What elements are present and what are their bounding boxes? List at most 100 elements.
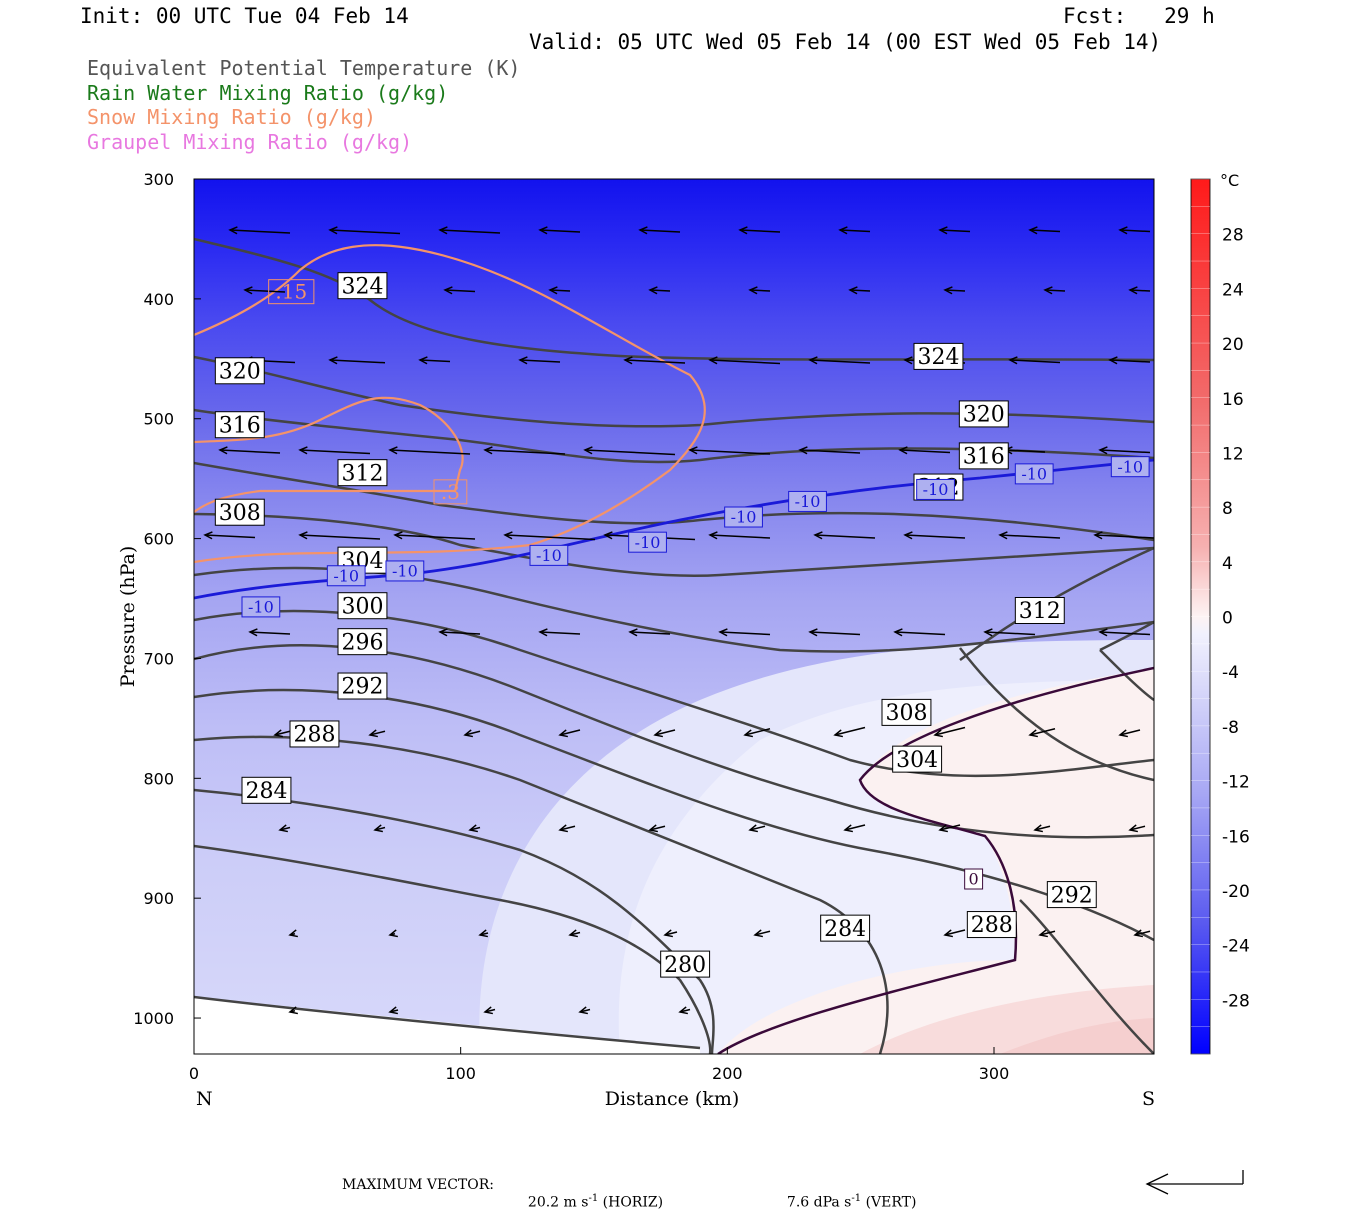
wind-vector-head [983, 628, 993, 637]
wind-vector [639, 229, 681, 233]
wind-vector-head [438, 628, 448, 637]
wind-vector-head [298, 446, 308, 455]
wind-vector [834, 726, 866, 736]
wind-vector [1109, 359, 1151, 363]
isotherm-label-box [964, 868, 984, 890]
colorbar-tick-label: 16 [1222, 390, 1244, 410]
wind-vector-head [298, 531, 308, 540]
wind-vector-head [228, 226, 238, 235]
wind-vector-head [328, 226, 338, 235]
wind-vector [549, 289, 571, 292]
wind-vector [419, 359, 451, 363]
isotherm-label: -10 [731, 508, 757, 527]
theta-e-line [1099, 620, 1154, 652]
wind-vector [749, 825, 766, 831]
wind-vector-head [463, 729, 473, 738]
wind-vector [744, 728, 771, 736]
theta-e-label-box [1014, 597, 1065, 625]
wind-vector [484, 449, 566, 455]
wind-vector-head [1128, 286, 1138, 295]
theta-e-label: 284 [245, 779, 287, 804]
colorbar-tick-label: -20 [1222, 882, 1250, 902]
y-axis-title: Pressure (hPa) [117, 546, 139, 688]
theta-e-label-box [337, 672, 388, 700]
wind-vector-head [898, 446, 908, 455]
wind-vector-head [603, 531, 613, 540]
init-time: Init: 00 UTC Tue 04 Feb 14 [80, 4, 409, 28]
wind-vector [904, 534, 966, 539]
wind-vector-head [388, 1006, 398, 1015]
theta-e-label: 304 [896, 748, 938, 773]
isotherm-label: -10 [795, 492, 821, 511]
wind-vector-head [1008, 356, 1018, 365]
theta-e-label: 288 [293, 723, 335, 748]
wind-vector [504, 534, 596, 541]
snow-label-box [268, 279, 315, 305]
wind-vector-head [663, 929, 673, 938]
wind-vector [559, 825, 576, 831]
wind-vector [1009, 359, 1061, 364]
wind-vector [439, 631, 481, 635]
theta-e-label-box [337, 628, 388, 656]
theta-e-line [194, 995, 701, 1050]
wind-vector-head [688, 446, 698, 455]
theta-e-label: 312 [341, 461, 383, 486]
theta-e-line [194, 461, 1154, 542]
wind-vector-head [538, 628, 548, 637]
isotherm-label: -10 [923, 480, 949, 499]
theta-e-label-box [958, 442, 1009, 470]
wind-vector-head [388, 446, 398, 455]
snow-line [194, 396, 464, 513]
wind-vector-head [628, 628, 638, 637]
colorbar-tick-label: -16 [1222, 827, 1250, 847]
wind-vector-head [1033, 824, 1043, 833]
wind-vector-head [328, 356, 338, 365]
forecast-hour: Fcst: 29 h [1063, 4, 1215, 28]
wind-vector [939, 824, 961, 831]
wind-vector [899, 449, 951, 454]
x-end-label-left: N [196, 1088, 213, 1110]
theta-e-label: 280 [664, 953, 706, 978]
wind-vector-head [548, 286, 558, 295]
wind-vector-head [418, 356, 428, 365]
isotherm-label: -10 [392, 562, 418, 581]
y-tick-label: 400 [143, 290, 174, 309]
wind-vector [809, 359, 871, 364]
wind-vector-head [1118, 729, 1128, 738]
wind-vector-head [838, 226, 848, 235]
wind-vector-head [1128, 824, 1138, 833]
x-end-label-right: S [1142, 1088, 1155, 1110]
theta-e-label: 324 [917, 345, 959, 370]
wind-vector [944, 929, 966, 936]
reference-vector-icon [1145, 1170, 1244, 1195]
wind-vector-head [808, 356, 818, 365]
isotherm-label-box [724, 506, 763, 528]
theta-e-label: 320 [219, 359, 261, 384]
wind-vectors [203, 226, 1154, 1015]
snow-line [194, 244, 706, 564]
theta-e-line [959, 647, 1154, 782]
colorbar-tick-label: 28 [1222, 226, 1244, 246]
isotherm-label-box [529, 544, 569, 566]
wind-vector [719, 631, 771, 636]
colorbar: 28 24 20 16 12 8 4 0 -4 -8 -12 -16 -20 -24 -28 °C [1190, 171, 1250, 1055]
snow-label: .3 [441, 480, 460, 504]
theta-e-label-box [241, 776, 292, 804]
plot-frame [193, 178, 1155, 1055]
wind-vector-head [443, 286, 453, 295]
wind-vector-head [393, 531, 403, 540]
wind-vector [1119, 729, 1141, 736]
wind-vector [799, 449, 861, 454]
theta-e-label: 316 [219, 413, 261, 438]
theta-e-label: 292 [341, 675, 383, 700]
theta-e-label-box [1046, 881, 1097, 909]
legend-snow: Snow Mixing Ratio (g/kg) [87, 105, 376, 129]
wind-vector-head [388, 929, 398, 938]
wind-vector [394, 534, 476, 540]
wind-vector-head [648, 824, 658, 833]
isotherm-label: -10 [248, 598, 274, 617]
wind-vector-head [648, 286, 658, 295]
colorbar-tick-label: -28 [1222, 991, 1250, 1011]
wind-vector-head [813, 531, 823, 540]
